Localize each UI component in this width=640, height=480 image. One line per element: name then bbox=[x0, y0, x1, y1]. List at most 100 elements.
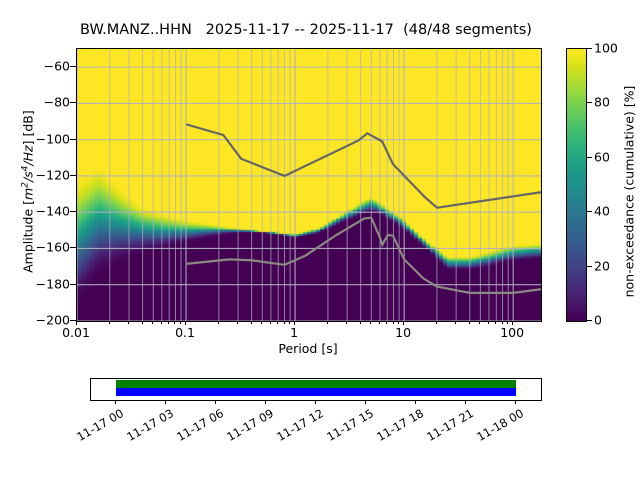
x-axis-minor-tick-mark bbox=[359, 321, 361, 324]
colorbar bbox=[566, 48, 587, 322]
time-axis-tick-mark bbox=[264, 400, 266, 404]
colorbar-tick-mark bbox=[587, 48, 592, 49]
x-axis-minor-tick-mark bbox=[378, 321, 380, 324]
x-axis-tick-label: 0.01 bbox=[62, 325, 90, 340]
x-axis-minor-tick-mark bbox=[180, 321, 182, 324]
x-axis-minor-tick-mark bbox=[250, 321, 252, 324]
y-axis-tick-mark bbox=[70, 320, 76, 321]
colorbar-tick-mark bbox=[587, 156, 592, 158]
x-axis-tick-mark bbox=[403, 321, 405, 325]
x-axis-minor-tick-mark bbox=[398, 321, 400, 324]
x-axis-minor-tick-mark bbox=[277, 321, 279, 324]
x-axis-label: Period [s] bbox=[278, 341, 338, 356]
y-axis-tick-label: −180 bbox=[35, 276, 70, 292]
x-axis-minor-tick-mark bbox=[261, 321, 263, 324]
x-axis-minor-tick-mark bbox=[346, 321, 348, 324]
time-axis-tick-label: 11-17 03 bbox=[124, 406, 176, 444]
nhnm-line bbox=[185, 123, 541, 209]
x-axis-minor-tick-mark bbox=[160, 321, 162, 324]
x-axis-minor-tick-mark bbox=[468, 321, 470, 324]
y-axis-tick-label: −80 bbox=[43, 94, 70, 110]
y-axis-tick-mark bbox=[70, 138, 76, 140]
nlnm-line bbox=[185, 216, 541, 294]
time-axis-tick-mark bbox=[164, 400, 166, 404]
x-axis-minor-tick-mark bbox=[174, 321, 176, 324]
colorbar-tick-mark bbox=[587, 320, 592, 321]
x-axis-minor-tick-mark bbox=[237, 321, 239, 324]
x-axis-minor-tick-mark bbox=[370, 321, 372, 324]
x-axis-minor-tick-mark bbox=[108, 321, 110, 324]
colorbar-tick-mark bbox=[587, 102, 592, 104]
x-axis-minor-tick-mark bbox=[217, 321, 219, 324]
y-axis-tick-label: −160 bbox=[35, 239, 70, 255]
y-axis-tick-label: −120 bbox=[35, 167, 70, 183]
x-axis-minor-tick-mark bbox=[168, 321, 170, 324]
colorbar-tick-mark bbox=[587, 265, 592, 267]
x-axis-tick-mark bbox=[185, 321, 187, 325]
time-axis-tick-label: 11-17 06 bbox=[174, 406, 226, 444]
x-axis-minor-tick-mark bbox=[501, 321, 503, 324]
time-axis-tick-label: 11-17 15 bbox=[324, 406, 377, 444]
y-axis-tick-mark bbox=[70, 283, 76, 285]
y-axis-tick-label: −140 bbox=[35, 203, 70, 219]
grid-lines bbox=[77, 49, 541, 321]
colorbar-tick-label: 60 bbox=[594, 149, 610, 165]
x-axis-minor-tick-mark bbox=[128, 321, 130, 324]
time-axis-tick-label: 11-17 18 bbox=[374, 406, 427, 444]
x-axis-tick-label: 1 bbox=[290, 325, 299, 340]
x-axis-minor-tick-mark bbox=[507, 321, 509, 324]
y-axis-tick-label: −60 bbox=[43, 58, 70, 74]
time-axis-tick-mark bbox=[214, 400, 216, 404]
x-axis-tick-label: 10 bbox=[395, 325, 412, 340]
time-axis-tick-label: 11-17 00 bbox=[73, 406, 126, 444]
time-axis-tick-mark bbox=[315, 400, 316, 404]
x-axis-minor-tick-mark bbox=[326, 321, 328, 324]
colorbar-tick-label: 0 bbox=[594, 312, 602, 328]
x-axis-minor-tick-mark bbox=[495, 321, 497, 324]
x-axis-tick-label: 0.1 bbox=[175, 325, 195, 340]
x-axis-minor-tick-mark bbox=[479, 321, 481, 324]
ppsd-histogram-canvas bbox=[77, 49, 541, 321]
colorbar-tick-label: 80 bbox=[594, 94, 610, 110]
y-axis-tick-mark bbox=[70, 211, 76, 213]
time-coverage-bar bbox=[90, 378, 542, 401]
y-axis-label: Amplitude [m2/s4/Hz] [dB] bbox=[20, 110, 36, 273]
time-axis-tick-mark bbox=[365, 400, 367, 404]
colorbar-tick-label: 40 bbox=[594, 203, 610, 219]
page-title: BW.MANZ..HHN 2025-11-17 -- 2025-11-17 (4… bbox=[80, 22, 532, 38]
time-axis-tick-label: 11-17 09 bbox=[224, 406, 276, 444]
colorbar-gradient bbox=[567, 49, 586, 321]
coverage-band-blue bbox=[115, 388, 517, 396]
x-axis-minor-tick-mark bbox=[152, 321, 154, 324]
x-axis-minor-tick-mark bbox=[487, 321, 489, 324]
y-axis-tick-mark bbox=[70, 247, 76, 249]
x-axis-minor-tick-mark bbox=[392, 321, 394, 324]
x-axis-minor-tick-mark bbox=[386, 321, 388, 324]
y-axis-tick-label: −200 bbox=[35, 312, 70, 328]
x-axis-minor-tick-mark bbox=[289, 321, 291, 324]
ppsd-plot-area bbox=[76, 48, 542, 322]
time-axis-tick-mark bbox=[465, 400, 467, 404]
coverage-band-green bbox=[115, 380, 517, 388]
colorbar-tick-mark bbox=[587, 211, 592, 213]
x-axis-minor-tick-mark bbox=[141, 321, 143, 324]
time-axis-tick-label: 11-17 12 bbox=[274, 406, 326, 444]
y-axis-tick-label: −100 bbox=[35, 131, 70, 147]
x-axis-tick-mark bbox=[512, 321, 514, 325]
colorbar-tick-label: 20 bbox=[594, 258, 610, 274]
y-axis-tick-mark bbox=[70, 174, 76, 176]
y-axis-tick-mark bbox=[70, 102, 76, 104]
colorbar-tick-label: 100 bbox=[594, 40, 618, 56]
time-axis-tick-mark bbox=[515, 400, 517, 404]
colorbar-label: non-exceedance (cumulative) [%] bbox=[621, 85, 637, 298]
time-axis-tick-mark bbox=[114, 400, 116, 404]
noise-model-overlay bbox=[77, 49, 541, 321]
time-axis-tick-label: 11-18 00 bbox=[474, 406, 527, 444]
y-axis-tick-mark bbox=[70, 66, 76, 68]
x-axis-minor-tick-mark bbox=[455, 321, 457, 324]
x-axis-tick-label: 100 bbox=[500, 325, 525, 340]
x-axis-minor-tick-mark bbox=[435, 321, 437, 324]
x-axis-tick-mark bbox=[76, 321, 77, 325]
x-axis-minor-tick-mark bbox=[283, 321, 285, 324]
